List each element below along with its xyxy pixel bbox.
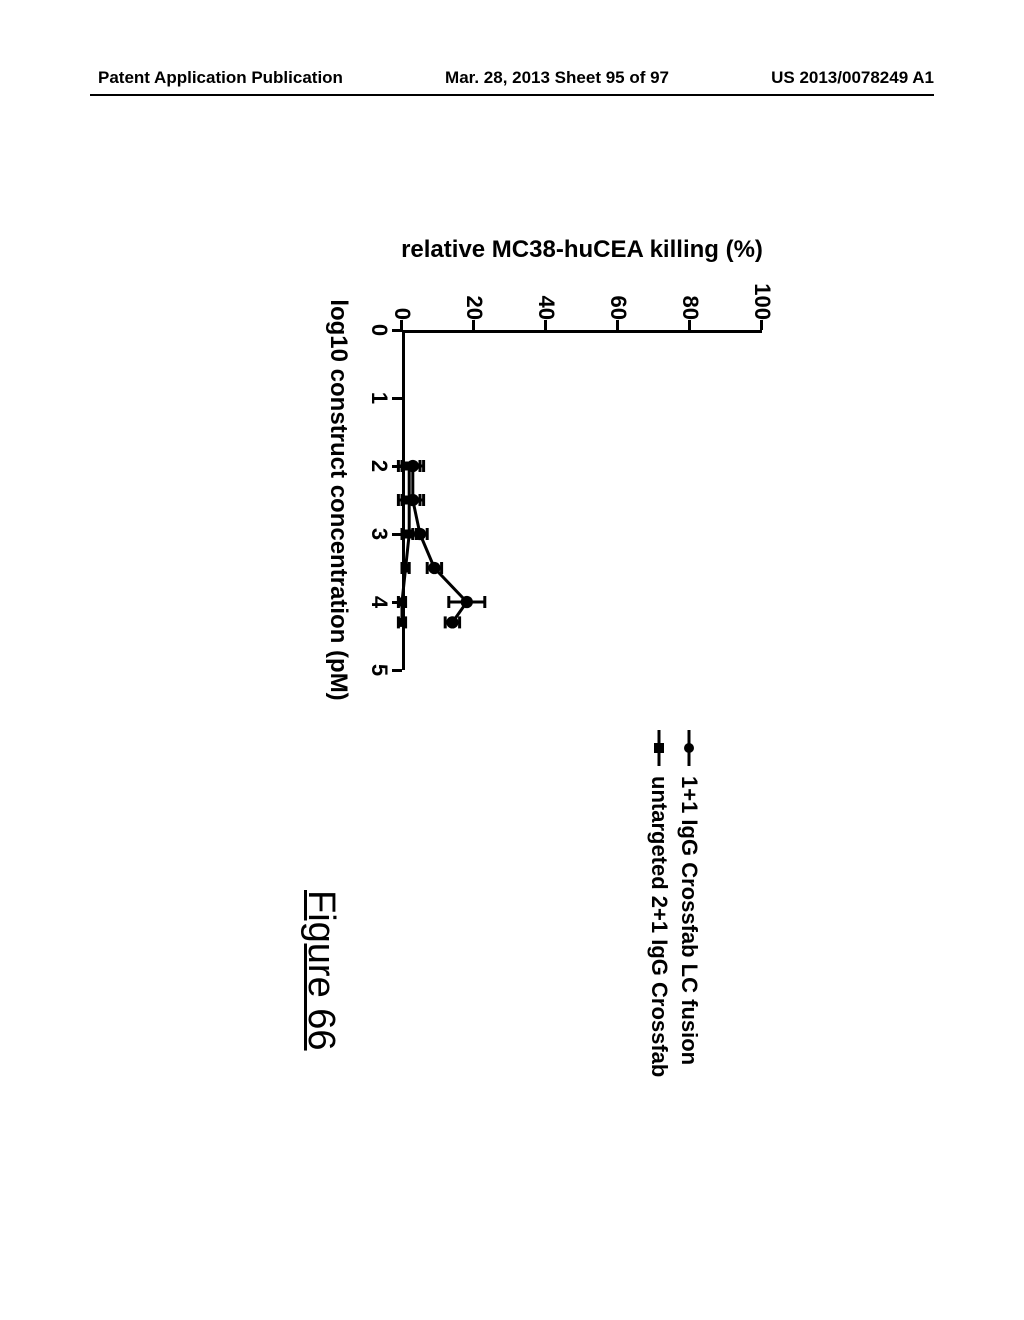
legend: 1+1 IgG Crossfab LC fusion untargeted 2+… [642, 730, 702, 1077]
x-tick-label: 2 [366, 460, 392, 472]
header-right: US 2013/0078249 A1 [771, 68, 934, 88]
plot-box: 020406080100 012345 [402, 330, 762, 670]
legend-marker-square-icon [649, 730, 669, 766]
y-tick [473, 320, 476, 330]
x-tick-label: 5 [366, 664, 392, 676]
y-tick [689, 320, 692, 330]
header-divider [90, 94, 934, 96]
x-tick [392, 397, 402, 400]
y-tick-label: 80 [677, 270, 703, 320]
chart-data-svg [402, 330, 762, 670]
y-axis-label: relative MC38-huCEA killing (%) [401, 236, 763, 264]
x-tick [392, 329, 402, 332]
legend-item-1: untargeted 2+1 IgG Crossfab [646, 730, 672, 1077]
x-axis-label: log10 construct concentration (pM) [324, 299, 352, 700]
chart-area: relative MC38-huCEA killing (%) log10 co… [342, 260, 782, 700]
figure-container: relative MC38-huCEA killing (%) log10 co… [162, 130, 862, 1230]
y-tick [545, 320, 548, 330]
header-left: Patent Application Publication [98, 68, 343, 88]
y-tick-label: 60 [605, 270, 631, 320]
figure-caption: Figure 66 [299, 890, 342, 1051]
y-tick [761, 320, 764, 330]
y-tick-label: 0 [389, 270, 415, 320]
page-header: Patent Application Publication Mar. 28, … [0, 68, 1024, 88]
x-tick-label: 1 [366, 392, 392, 404]
x-tick-label: 4 [366, 596, 392, 608]
header-center: Mar. 28, 2013 Sheet 95 of 97 [445, 68, 669, 88]
x-tick-label: 0 [366, 324, 392, 336]
y-tick-label: 40 [533, 270, 559, 320]
y-tick-label: 20 [461, 270, 487, 320]
y-tick [617, 320, 620, 330]
x-tick-label: 3 [366, 528, 392, 540]
y-tick-label: 100 [749, 270, 775, 320]
legend-marker-circle-icon [679, 730, 699, 766]
x-tick [392, 669, 402, 672]
legend-item-0: 1+1 IgG Crossfab LC fusion [676, 730, 702, 1077]
legend-label-1: untargeted 2+1 IgG Crossfab [646, 776, 672, 1077]
legend-label-0: 1+1 IgG Crossfab LC fusion [676, 776, 702, 1065]
